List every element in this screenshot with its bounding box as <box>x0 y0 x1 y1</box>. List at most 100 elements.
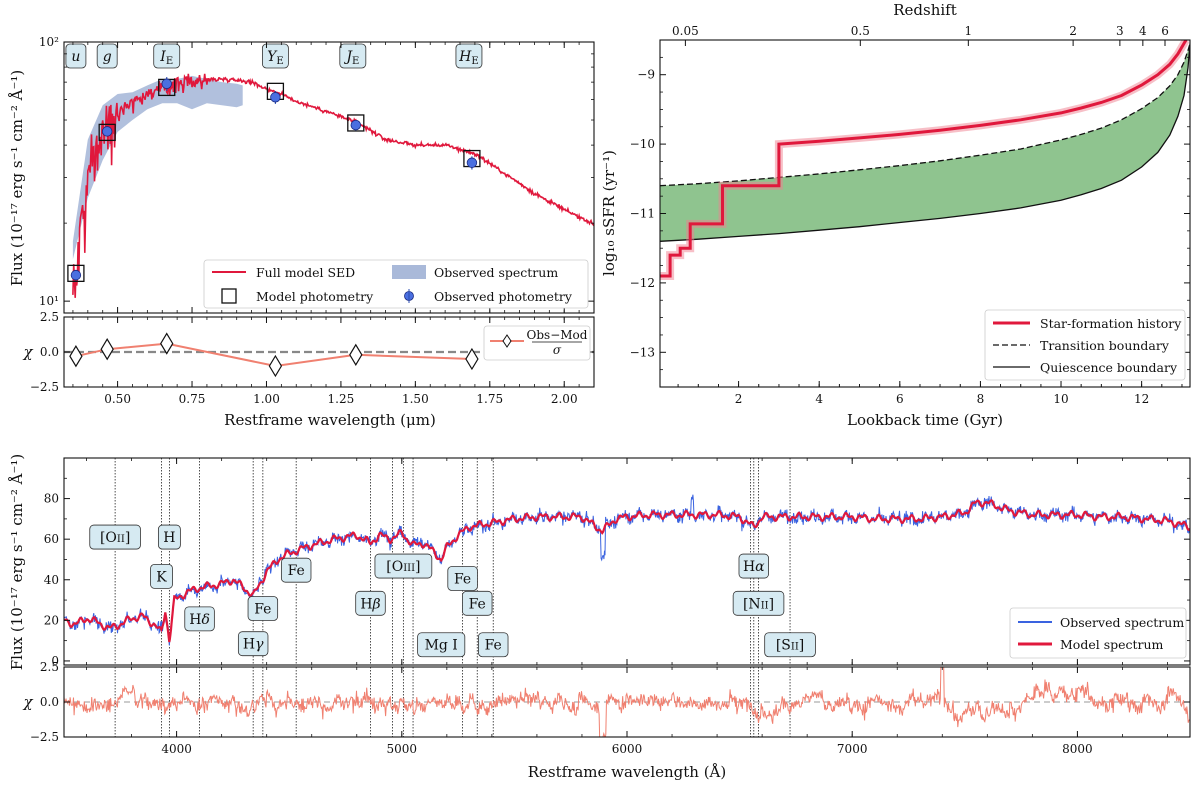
filter-label: IE <box>159 49 173 67</box>
spectrum-x-axis-label: Restframe wavelength (Å) <box>528 763 727 781</box>
redshift-label: 1 <box>965 24 973 38</box>
sfh-line <box>660 40 1188 278</box>
residual-marker <box>465 347 479 371</box>
line-label-box <box>150 564 173 589</box>
legend-observed-photometry: Observed photometry <box>434 289 573 304</box>
sed-y-axis-label: Flux (10⁻¹⁷ erg s⁻¹ cm⁻² Å⁻¹) <box>8 70 26 287</box>
legend-model: Model spectrum <box>1060 637 1164 652</box>
line-label-text: Fe <box>469 596 486 612</box>
sed-res-x-label: 0.75 <box>179 392 206 406</box>
sed-y-label: 10² <box>39 35 59 49</box>
residual-marker <box>349 343 363 366</box>
legend-swatch-band <box>392 265 426 279</box>
spec-res-x-label: 5000 <box>387 742 418 756</box>
line-label-box <box>355 590 386 616</box>
spec-y-label: 40 <box>44 573 59 587</box>
filter-label-box <box>339 43 367 69</box>
line-label-greek: γ <box>255 637 264 653</box>
line-label-box <box>764 632 816 658</box>
residual-marker <box>268 354 283 378</box>
legend-observed-spectrum: Observed spectrum <box>434 265 558 280</box>
sfh-y-axis-label: log₁₀ sSFR (yr⁻¹) <box>600 150 618 276</box>
sfh-y-label: −10 <box>630 137 655 151</box>
residual-legend-denominator: σ <box>553 343 562 357</box>
observed-photometry-point <box>101 126 113 137</box>
legend-model-photometry: Model photometry <box>256 289 374 304</box>
line-label-box <box>237 631 269 657</box>
residual-legend-marker <box>502 334 512 348</box>
line-label: Fe <box>254 601 271 617</box>
line-label-box <box>157 524 181 550</box>
line-label-bracket: ] <box>769 596 774 612</box>
sed-y-label: 10¹ <box>39 294 59 308</box>
filter-name: g <box>103 49 112 65</box>
spec-res-y-label: χ <box>22 693 33 711</box>
sed-residual-panel: 0.50 0.75 1.00 1.25 1.50 1.75 2.00 2.5 0.0 −2.5 χ R… <box>22 310 595 429</box>
sed-res-x-label: 1.25 <box>328 392 355 406</box>
line-label: H <box>163 530 175 546</box>
sfh-y-label: −12 <box>630 276 655 290</box>
spec-y-label: 60 <box>44 532 59 546</box>
line-label-text: [O <box>100 530 117 546</box>
line-label-box <box>374 553 433 579</box>
filter-subscript: E <box>352 56 359 67</box>
line-label-box <box>478 632 509 658</box>
line-label-text: H <box>189 612 201 628</box>
spec-res-x-label: 6000 <box>612 742 643 756</box>
sfh-x-label: 12 <box>1134 392 1149 406</box>
spec-y-label: 20 <box>44 613 59 627</box>
filter-label-box <box>153 43 181 69</box>
filter-label: u <box>71 49 80 65</box>
filter-name: H <box>458 49 472 65</box>
spec-y-label: 0 <box>51 654 59 668</box>
filter-subscript: E <box>471 56 478 67</box>
residual-marker <box>100 338 114 361</box>
line-label-bracket: ] <box>125 530 130 546</box>
line-label-greek: β <box>372 596 381 612</box>
filter-name: Y <box>267 49 278 65</box>
line-label: Fe <box>485 638 502 654</box>
sfh-x-label: 4 <box>815 392 823 406</box>
sfh-legend: Star-formation history Transition boundar… <box>984 309 1186 381</box>
line-label-text: Fe <box>288 563 305 579</box>
spec-res-x-label: 4000 <box>161 742 192 756</box>
line-label-text: Fe <box>485 638 502 654</box>
filter-label: JE <box>343 49 359 67</box>
line-label-bracket: ] <box>415 559 420 575</box>
line-label-box <box>89 524 141 550</box>
line-label-box <box>184 606 215 632</box>
sfh-x-label: 6 <box>896 392 904 406</box>
legend-sfh: Star-formation history <box>1040 316 1182 331</box>
line-label-greek: α <box>755 559 765 575</box>
quiescence-boundary-line <box>660 43 1190 242</box>
filter-label-box <box>96 43 118 69</box>
spectrum-legend-frame <box>1009 607 1187 659</box>
observed-photometry-point <box>466 157 478 168</box>
line-label: Hγ <box>243 637 264 653</box>
sfh-y-label: −13 <box>630 345 655 359</box>
model-photometry-point <box>67 264 85 283</box>
filter-label-box <box>455 43 483 69</box>
transition-boundary-line <box>660 43 1190 187</box>
sfh-y-label: −11 <box>630 207 655 221</box>
line-label: [OIII] <box>386 559 420 575</box>
model-spectrum-line <box>64 499 1190 643</box>
line-label-roman: II <box>117 534 125 545</box>
redshift-label: 4 <box>1139 24 1147 38</box>
redshift-label: 3 <box>1116 24 1124 38</box>
line-label-box <box>462 590 493 616</box>
observed-photometry-point <box>270 92 281 103</box>
sed-res-x-label: 0.50 <box>104 392 131 406</box>
model-photometry-point <box>98 123 116 142</box>
line-label: Mg I <box>425 638 458 654</box>
filter-name: u <box>71 49 80 65</box>
spec-res-x-label: 7000 <box>837 742 868 756</box>
line-label: Hδ <box>189 612 210 628</box>
sfh-panel: 2 4 6 8 10 12−9−10−11−12−130.05 0.5 1 2 3 4 6Redshi… <box>600 1 1191 429</box>
sed-legend-frame <box>203 259 589 309</box>
line-label-box <box>247 596 279 621</box>
between-boundaries-fill <box>660 43 1190 242</box>
sed-res-y-label: 2.5 <box>40 310 59 324</box>
